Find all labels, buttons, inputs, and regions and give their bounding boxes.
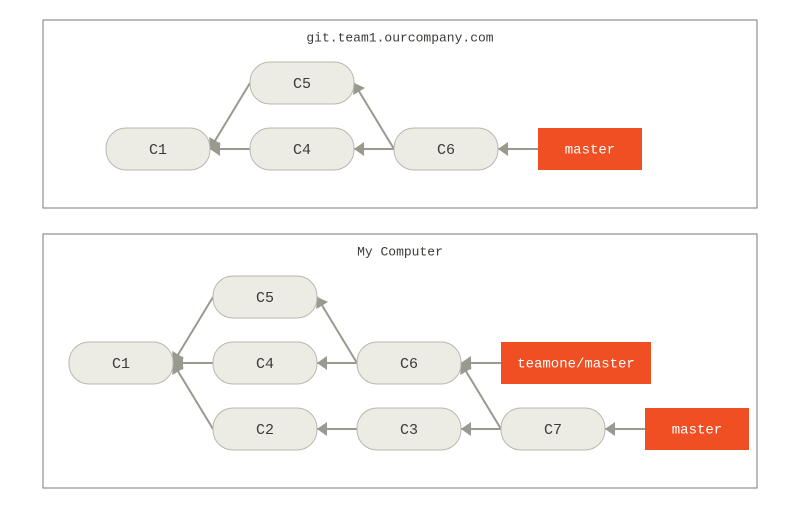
- local-panel-title: My Computer: [357, 244, 443, 259]
- commit-label: C3: [400, 422, 418, 439]
- commit-label: C6: [437, 142, 455, 159]
- commit-label: C5: [256, 290, 274, 307]
- ref-label: teamone/master: [517, 357, 635, 373]
- git-diagram: git.team1.ourcompany.com C5 C1 C4 C6 master My…: [0, 0, 800, 507]
- ref-label: master: [672, 423, 722, 439]
- server-panel-title: git.team1.ourcompany.com: [306, 30, 493, 45]
- commit-label: C4: [293, 142, 311, 159]
- ref-label: master: [565, 143, 615, 159]
- commit-label: C1: [112, 356, 130, 373]
- commit-label: C6: [400, 356, 418, 373]
- commit-label: C2: [256, 422, 274, 439]
- commit-label: C5: [293, 76, 311, 93]
- commit-label: C4: [256, 356, 274, 373]
- commit-label: C7: [544, 422, 562, 439]
- commit-label: C1: [149, 142, 167, 159]
